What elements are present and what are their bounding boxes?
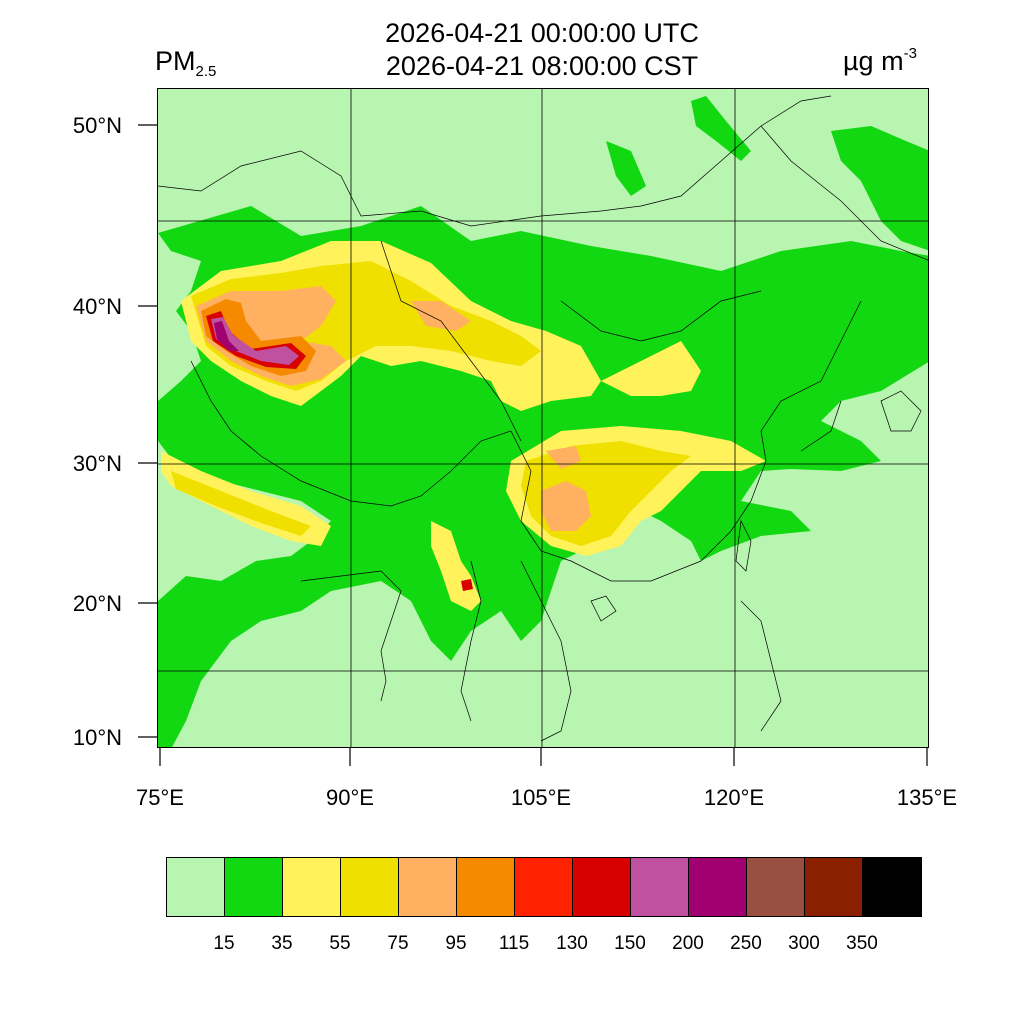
colorbar-box xyxy=(747,858,805,916)
laos-red xyxy=(461,579,473,591)
colorbar-label: 150 xyxy=(614,933,646,954)
lon-label-75: 75°E xyxy=(136,785,184,810)
taklimakan-purple xyxy=(214,321,239,351)
border-line xyxy=(590,595,617,622)
taklimakan-magenta xyxy=(211,317,299,365)
lat-label-20: 20°N xyxy=(72,591,122,616)
colorbar xyxy=(166,857,922,917)
pm-level-200-areas xyxy=(211,317,299,365)
colorbar-label: 55 xyxy=(329,933,351,954)
colorbar-label: 300 xyxy=(788,933,820,954)
colorbar-box xyxy=(399,858,457,916)
border-line xyxy=(380,240,522,442)
border-line xyxy=(300,570,402,702)
border-line xyxy=(800,400,842,452)
border-line xyxy=(735,519,752,572)
colorbar-box xyxy=(283,858,341,916)
borders xyxy=(158,95,928,742)
colorbar-label: 115 xyxy=(498,933,530,954)
colorbar-label: 95 xyxy=(445,933,467,954)
sichuan-orange xyxy=(541,481,591,531)
mongolia-patch-green xyxy=(691,96,751,161)
lon-label-135: 135°E xyxy=(896,785,958,810)
colorbar-box xyxy=(689,858,747,916)
pm-level-250-areas xyxy=(214,321,239,351)
variable-main: PM xyxy=(155,46,196,76)
colorbar-label: 350 xyxy=(846,933,878,954)
colorbar-label: 250 xyxy=(730,933,762,954)
colorbar-label: 200 xyxy=(672,933,704,954)
lon-label-120: 120°E xyxy=(703,785,765,810)
colorbar-box xyxy=(341,858,399,916)
colorbar-box xyxy=(863,858,921,916)
lon-label-90: 90°E xyxy=(326,785,374,810)
small-patch-green xyxy=(606,141,646,196)
north-china-yellow xyxy=(601,341,701,396)
title-utc: 2026-04-21 00:00:00 UTC xyxy=(385,18,699,48)
map-canvas xyxy=(158,89,928,747)
colorbar-box xyxy=(225,858,283,916)
units-superscript: -3 xyxy=(903,45,917,62)
variable-subscript: 2.5 xyxy=(195,63,217,80)
ganges-gold xyxy=(171,471,311,536)
units-main: µg m xyxy=(843,46,904,76)
border-line xyxy=(510,430,702,582)
border-line xyxy=(740,600,782,732)
colorbar-label: 75 xyxy=(387,933,409,954)
colorbar-box xyxy=(805,858,863,916)
lat-label-30: 30°N xyxy=(72,451,122,476)
hexi-orange xyxy=(411,301,471,331)
pm25-map xyxy=(157,88,929,748)
colorbar-box xyxy=(515,858,573,916)
lat-label-50: 50°N xyxy=(72,113,122,138)
graticule xyxy=(158,89,928,747)
border-line xyxy=(520,560,572,742)
colorbar-box xyxy=(167,858,225,916)
border-line xyxy=(158,95,832,227)
pm-level-35-areas xyxy=(158,96,928,747)
colorbar-box xyxy=(573,858,631,916)
border-line xyxy=(460,560,482,722)
colorbar-label: 130 xyxy=(556,933,588,954)
units-label: µg m-3 xyxy=(843,45,917,77)
lat-label-40: 40°N xyxy=(72,294,122,319)
border-line xyxy=(760,125,928,261)
colorbar-box xyxy=(457,858,515,916)
title-local: 2026-04-21 08:00:00 CST xyxy=(385,51,699,81)
northeast-patch-green xyxy=(831,126,928,251)
border-line xyxy=(700,300,862,562)
lat-label-10: 10°N xyxy=(72,725,122,750)
sichuan-orange-2 xyxy=(546,446,581,469)
variable-label: PM2.5 xyxy=(155,46,217,80)
lon-label-105: 105°E xyxy=(510,785,572,810)
colorbar-box xyxy=(631,858,689,916)
border-line xyxy=(880,390,922,432)
colorbar-label: 35 xyxy=(271,933,293,954)
colorbar-label: 15 xyxy=(213,933,235,954)
border-line xyxy=(560,290,762,342)
